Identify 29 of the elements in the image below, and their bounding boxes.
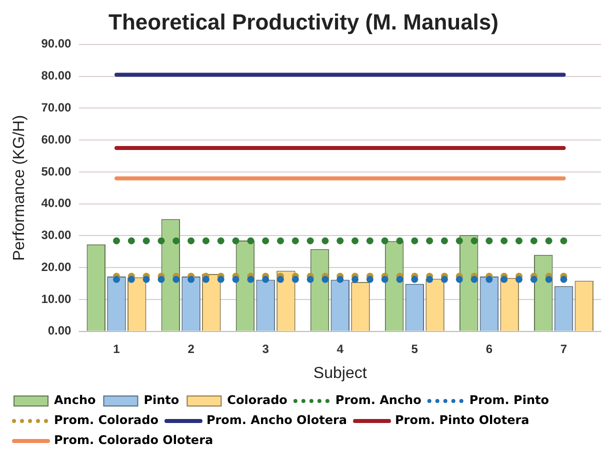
y-tick-label: 30.00 — [41, 228, 72, 242]
x-tick-label: 5 — [411, 342, 418, 356]
y-tick-label: 10.00 — [41, 292, 72, 306]
chart-title: Theoretical Productivity (M. Manuals) — [108, 9, 498, 34]
x-tick-label: 6 — [486, 342, 493, 356]
x-tick-label: 3 — [262, 342, 270, 356]
legend-label: Prom. Colorado Olotera — [54, 433, 214, 448]
y-tick-label: 80.00 — [41, 68, 72, 83]
x-tick-label: 7 — [560, 342, 568, 356]
y-tick-label: 70.00 — [41, 100, 72, 114]
y-tick-label: 60.00 — [41, 132, 72, 146]
legend-label: Ancho — [54, 393, 96, 408]
legend-label: Prom. Ancho — [335, 393, 422, 408]
legend-label: Prom. Pinto — [469, 393, 549, 408]
x-tick-label: 1 — [113, 342, 120, 356]
y-tick-label: 40.00 — [41, 196, 72, 210]
legend-label: Pinto — [144, 393, 180, 408]
y-tick-label: 90.00 — [41, 36, 72, 51]
y-axis-title: Performance (KG/H) — [11, 114, 28, 261]
legend-label: Prom. Pinto Olotera — [395, 413, 530, 428]
y-tick-label: 50.00 — [41, 164, 72, 178]
x-axis-title: Subject — [313, 364, 368, 382]
y-tick-label: 0.00 — [48, 324, 72, 338]
x-tick-label: 4 — [336, 342, 344, 356]
legend-label: Prom. Ancho Olotera — [206, 413, 348, 428]
legend-label: Colorado — [227, 393, 288, 408]
legend-label: Prom. Colorado — [54, 413, 158, 428]
y-tick-label: 20.00 — [41, 260, 72, 274]
x-tick-label: 2 — [188, 342, 195, 356]
